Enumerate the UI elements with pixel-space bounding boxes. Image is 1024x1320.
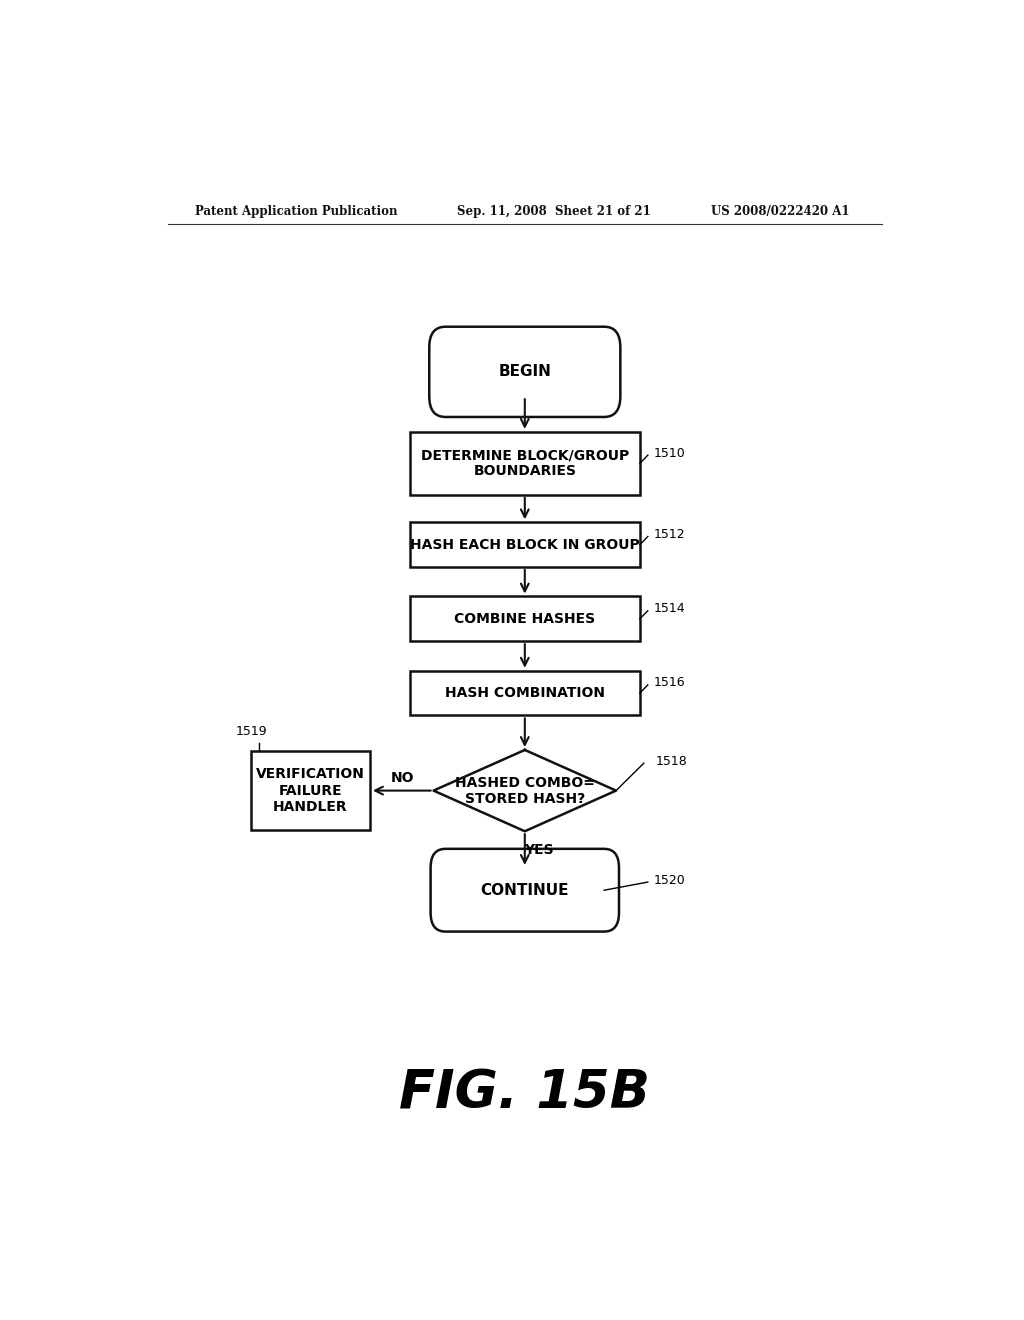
Text: 1520: 1520	[653, 874, 685, 887]
Text: 1514: 1514	[653, 602, 685, 615]
Text: HASH EACH BLOCK IN GROUP: HASH EACH BLOCK IN GROUP	[410, 537, 640, 552]
Text: Sep. 11, 2008  Sheet 21 of 21: Sep. 11, 2008 Sheet 21 of 21	[458, 205, 651, 218]
Text: COMBINE HASHES: COMBINE HASHES	[455, 612, 595, 626]
Bar	[410, 671, 640, 715]
Text: BEGIN: BEGIN	[499, 364, 551, 379]
Text: 1518: 1518	[655, 755, 687, 768]
Text: US 2008/0222420 A1: US 2008/0222420 A1	[712, 205, 850, 218]
Bar	[410, 597, 640, 642]
Bar	[251, 751, 370, 830]
Text: YES: YES	[524, 842, 554, 857]
Polygon shape	[433, 750, 616, 832]
FancyBboxPatch shape	[431, 849, 618, 932]
Text: HASHED COMBO=
STORED HASH?: HASHED COMBO= STORED HASH?	[455, 776, 595, 805]
Text: 1512: 1512	[653, 528, 685, 541]
Bar	[410, 523, 640, 568]
Text: 1516: 1516	[653, 676, 685, 689]
Text: NO: NO	[391, 771, 415, 785]
Text: FIG. 15B: FIG. 15B	[399, 1068, 650, 1119]
Text: VERIFICATION
FAILURE
HANDLER: VERIFICATION FAILURE HANDLER	[256, 767, 365, 814]
Text: CONTINUE: CONTINUE	[480, 883, 569, 898]
Text: DETERMINE BLOCK/GROUP
BOUNDARIES: DETERMINE BLOCK/GROUP BOUNDARIES	[421, 449, 629, 478]
Text: Patent Application Publication: Patent Application Publication	[196, 205, 398, 218]
Text: 1510: 1510	[653, 446, 685, 459]
FancyBboxPatch shape	[429, 327, 621, 417]
Text: 1519: 1519	[236, 725, 267, 738]
Text: HASH COMBINATION: HASH COMBINATION	[444, 686, 605, 700]
Bar	[410, 432, 640, 495]
